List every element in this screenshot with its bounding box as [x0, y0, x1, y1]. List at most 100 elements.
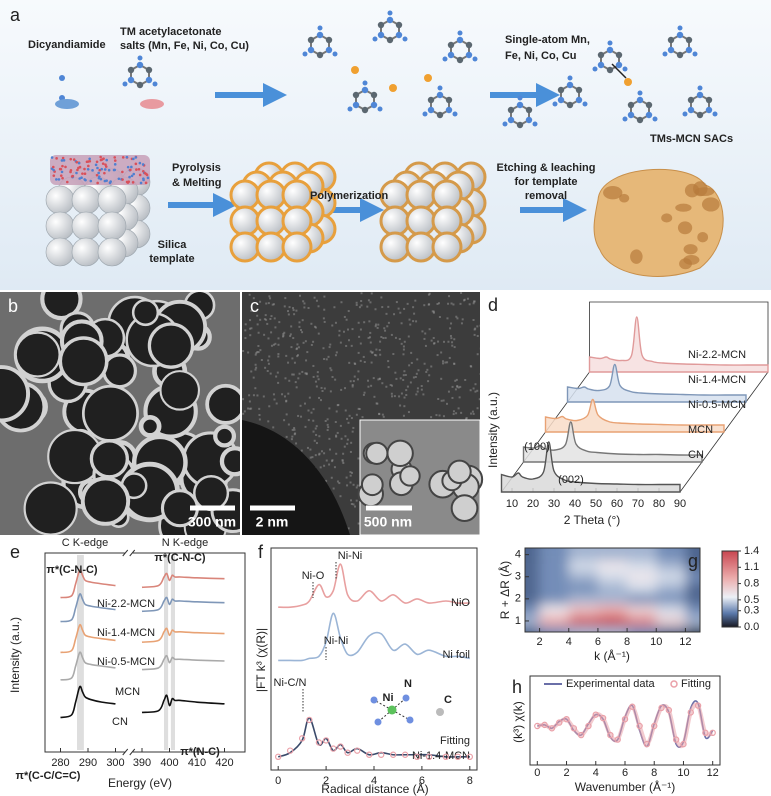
- noise: [355, 486, 358, 489]
- sphere: [431, 231, 463, 263]
- series-marker: [694, 702, 702, 709]
- noise: [359, 328, 362, 331]
- pore: [677, 221, 693, 235]
- x-tick-label: 10: [677, 767, 689, 779]
- atom: [557, 96, 565, 104]
- noise: [474, 383, 477, 386]
- noise: [412, 376, 415, 379]
- silica-template: [379, 161, 487, 263]
- molecule: [502, 95, 538, 129]
- noise: [339, 495, 342, 498]
- noise: [463, 299, 466, 302]
- precursor-dot: [75, 160, 79, 164]
- noise: [254, 368, 257, 371]
- atom: [516, 101, 524, 109]
- noise: [446, 361, 449, 364]
- atom: [316, 51, 324, 59]
- atom: [436, 111, 444, 119]
- noise: [399, 404, 402, 407]
- noise: [435, 414, 438, 417]
- noise: [284, 297, 287, 300]
- x-tick-label: 4: [566, 636, 572, 648]
- noise: [332, 487, 335, 490]
- noise: [381, 306, 384, 309]
- atom: [436, 91, 444, 99]
- contour-cell: [685, 604, 700, 616]
- annotation: (002): [558, 474, 584, 486]
- particle: [399, 465, 421, 487]
- x-tick-label: 2: [537, 636, 543, 648]
- precursor-dot: [64, 165, 67, 169]
- atom: [507, 116, 515, 124]
- noise: [287, 392, 290, 395]
- noise: [362, 393, 365, 396]
- noise: [408, 364, 411, 367]
- noise: [250, 327, 253, 330]
- pore: [159, 370, 201, 411]
- series-line: [522, 421, 703, 463]
- series-label: Experimental data: [566, 678, 656, 690]
- noise: [315, 425, 318, 428]
- sphere: [45, 185, 75, 215]
- noise: [460, 292, 463, 295]
- pore: [80, 476, 131, 526]
- noise: [349, 450, 352, 453]
- noise: [452, 413, 455, 416]
- atom: [406, 716, 414, 724]
- noise: [275, 375, 278, 378]
- noise: [327, 355, 330, 358]
- pore: [694, 187, 715, 197]
- precursor-dot: [61, 176, 64, 180]
- series-marker: [621, 716, 629, 723]
- noise: [252, 394, 255, 397]
- noise: [257, 344, 260, 347]
- atom: [127, 66, 135, 74]
- noise: [301, 370, 304, 373]
- series-label: NiO: [451, 597, 470, 609]
- contour-cell: [568, 571, 598, 583]
- noise: [306, 351, 309, 354]
- noise: [369, 341, 372, 344]
- noise: [472, 412, 475, 415]
- precursor-label: salts (Mn, Fe, Ni, Co, Cu): [120, 40, 249, 52]
- noise: [322, 317, 325, 320]
- series-line: [60, 569, 225, 599]
- noise: [313, 296, 316, 299]
- single-atom: [624, 78, 632, 86]
- noise: [270, 331, 273, 334]
- noise: [346, 438, 349, 441]
- contour-cell: [685, 560, 700, 572]
- precursor-dot: [70, 175, 74, 178]
- contour-clip: [525, 548, 700, 632]
- noise: [410, 361, 413, 364]
- atom: [622, 66, 628, 72]
- noise: [295, 386, 298, 389]
- atom: [372, 36, 378, 42]
- contour-cell: [539, 604, 569, 616]
- noise: [325, 479, 328, 482]
- noise: [451, 341, 454, 344]
- noise: [378, 349, 381, 352]
- pore: [0, 365, 31, 423]
- noise: [386, 325, 389, 328]
- series-marker: [592, 711, 599, 718]
- noise: [451, 344, 454, 347]
- noise: [431, 310, 434, 313]
- noise: [479, 396, 480, 399]
- inset-label: N: [404, 678, 412, 690]
- atom: [652, 116, 658, 122]
- contour-cell: [685, 571, 700, 583]
- noise: [339, 341, 342, 344]
- noise: [312, 419, 315, 422]
- noise: [314, 380, 317, 383]
- noise: [359, 342, 362, 345]
- noise: [269, 317, 272, 320]
- noise: [256, 314, 259, 317]
- y-tick-label: 1: [515, 615, 521, 627]
- noise: [421, 330, 424, 333]
- precursor-dot: [77, 166, 80, 170]
- noise: [416, 390, 419, 393]
- x-tick-label: 12: [679, 636, 691, 648]
- sphere: [229, 231, 261, 263]
- noise: [256, 350, 259, 353]
